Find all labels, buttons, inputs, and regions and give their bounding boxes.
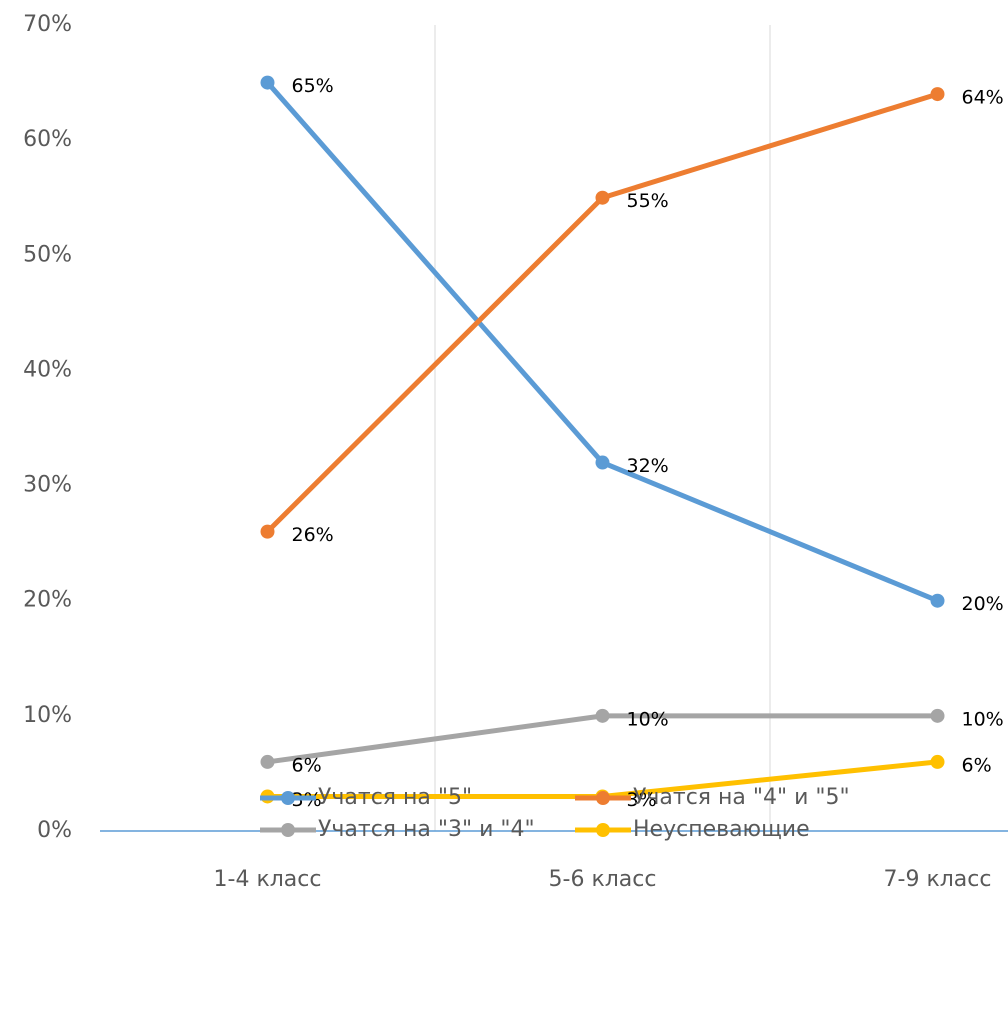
legend-item: Учатся на "5" [260, 785, 472, 810]
x-tick-label: 7-9 класс [884, 867, 992, 892]
data-label: 55% [627, 190, 669, 212]
data-point [260, 524, 275, 539]
x-tick-label: 5-6 класс [549, 867, 657, 892]
x-tick-label: 1-4 класс [214, 867, 322, 892]
legend-label: Неуспевающие [633, 817, 810, 842]
data-label: 6% [962, 754, 992, 776]
data-label: 20% [962, 593, 1004, 615]
data-point [260, 754, 275, 769]
data-point [260, 75, 275, 90]
data-label: 10% [627, 708, 669, 730]
series-line [265, 80, 939, 604]
y-tick-label: 30% [23, 473, 72, 498]
legend-label: Учатся на "4" и "5" [633, 785, 850, 810]
y-tick-label: 50% [23, 242, 72, 267]
legend-item: Неуспевающие [575, 817, 810, 842]
legend-marker [596, 791, 610, 805]
y-tick-label: 40% [23, 357, 72, 382]
data-label: 64% [962, 87, 1004, 109]
legend-marker [281, 823, 295, 837]
legend-marker [596, 823, 610, 837]
data-label: 3% [627, 789, 657, 811]
data-point [595, 190, 610, 205]
data-point [930, 593, 945, 608]
data-point [930, 87, 945, 102]
data-point [595, 455, 610, 470]
legend-marker [281, 791, 295, 805]
legend-label: Учатся на "3" и "4" [318, 817, 535, 842]
data-label: 6% [292, 754, 322, 776]
y-tick-label: 70% [23, 12, 72, 37]
legend-label: Учатся на "5" [318, 785, 472, 810]
data-point [930, 754, 945, 769]
legend-item: Учатся на "4" и "5" [575, 785, 850, 810]
data-label: 32% [627, 455, 669, 477]
data-label: 26% [292, 524, 334, 546]
data-point [930, 708, 945, 723]
y-tick-label: 20% [23, 588, 72, 613]
data-label: 65% [292, 75, 334, 97]
data-point [595, 708, 610, 723]
y-tick-label: 0% [37, 818, 72, 843]
y-tick-label: 10% [23, 703, 72, 728]
data-label: 10% [962, 708, 1004, 730]
legend-item: Учатся на "3" и "4" [260, 817, 535, 842]
y-tick-label: 60% [23, 127, 72, 152]
